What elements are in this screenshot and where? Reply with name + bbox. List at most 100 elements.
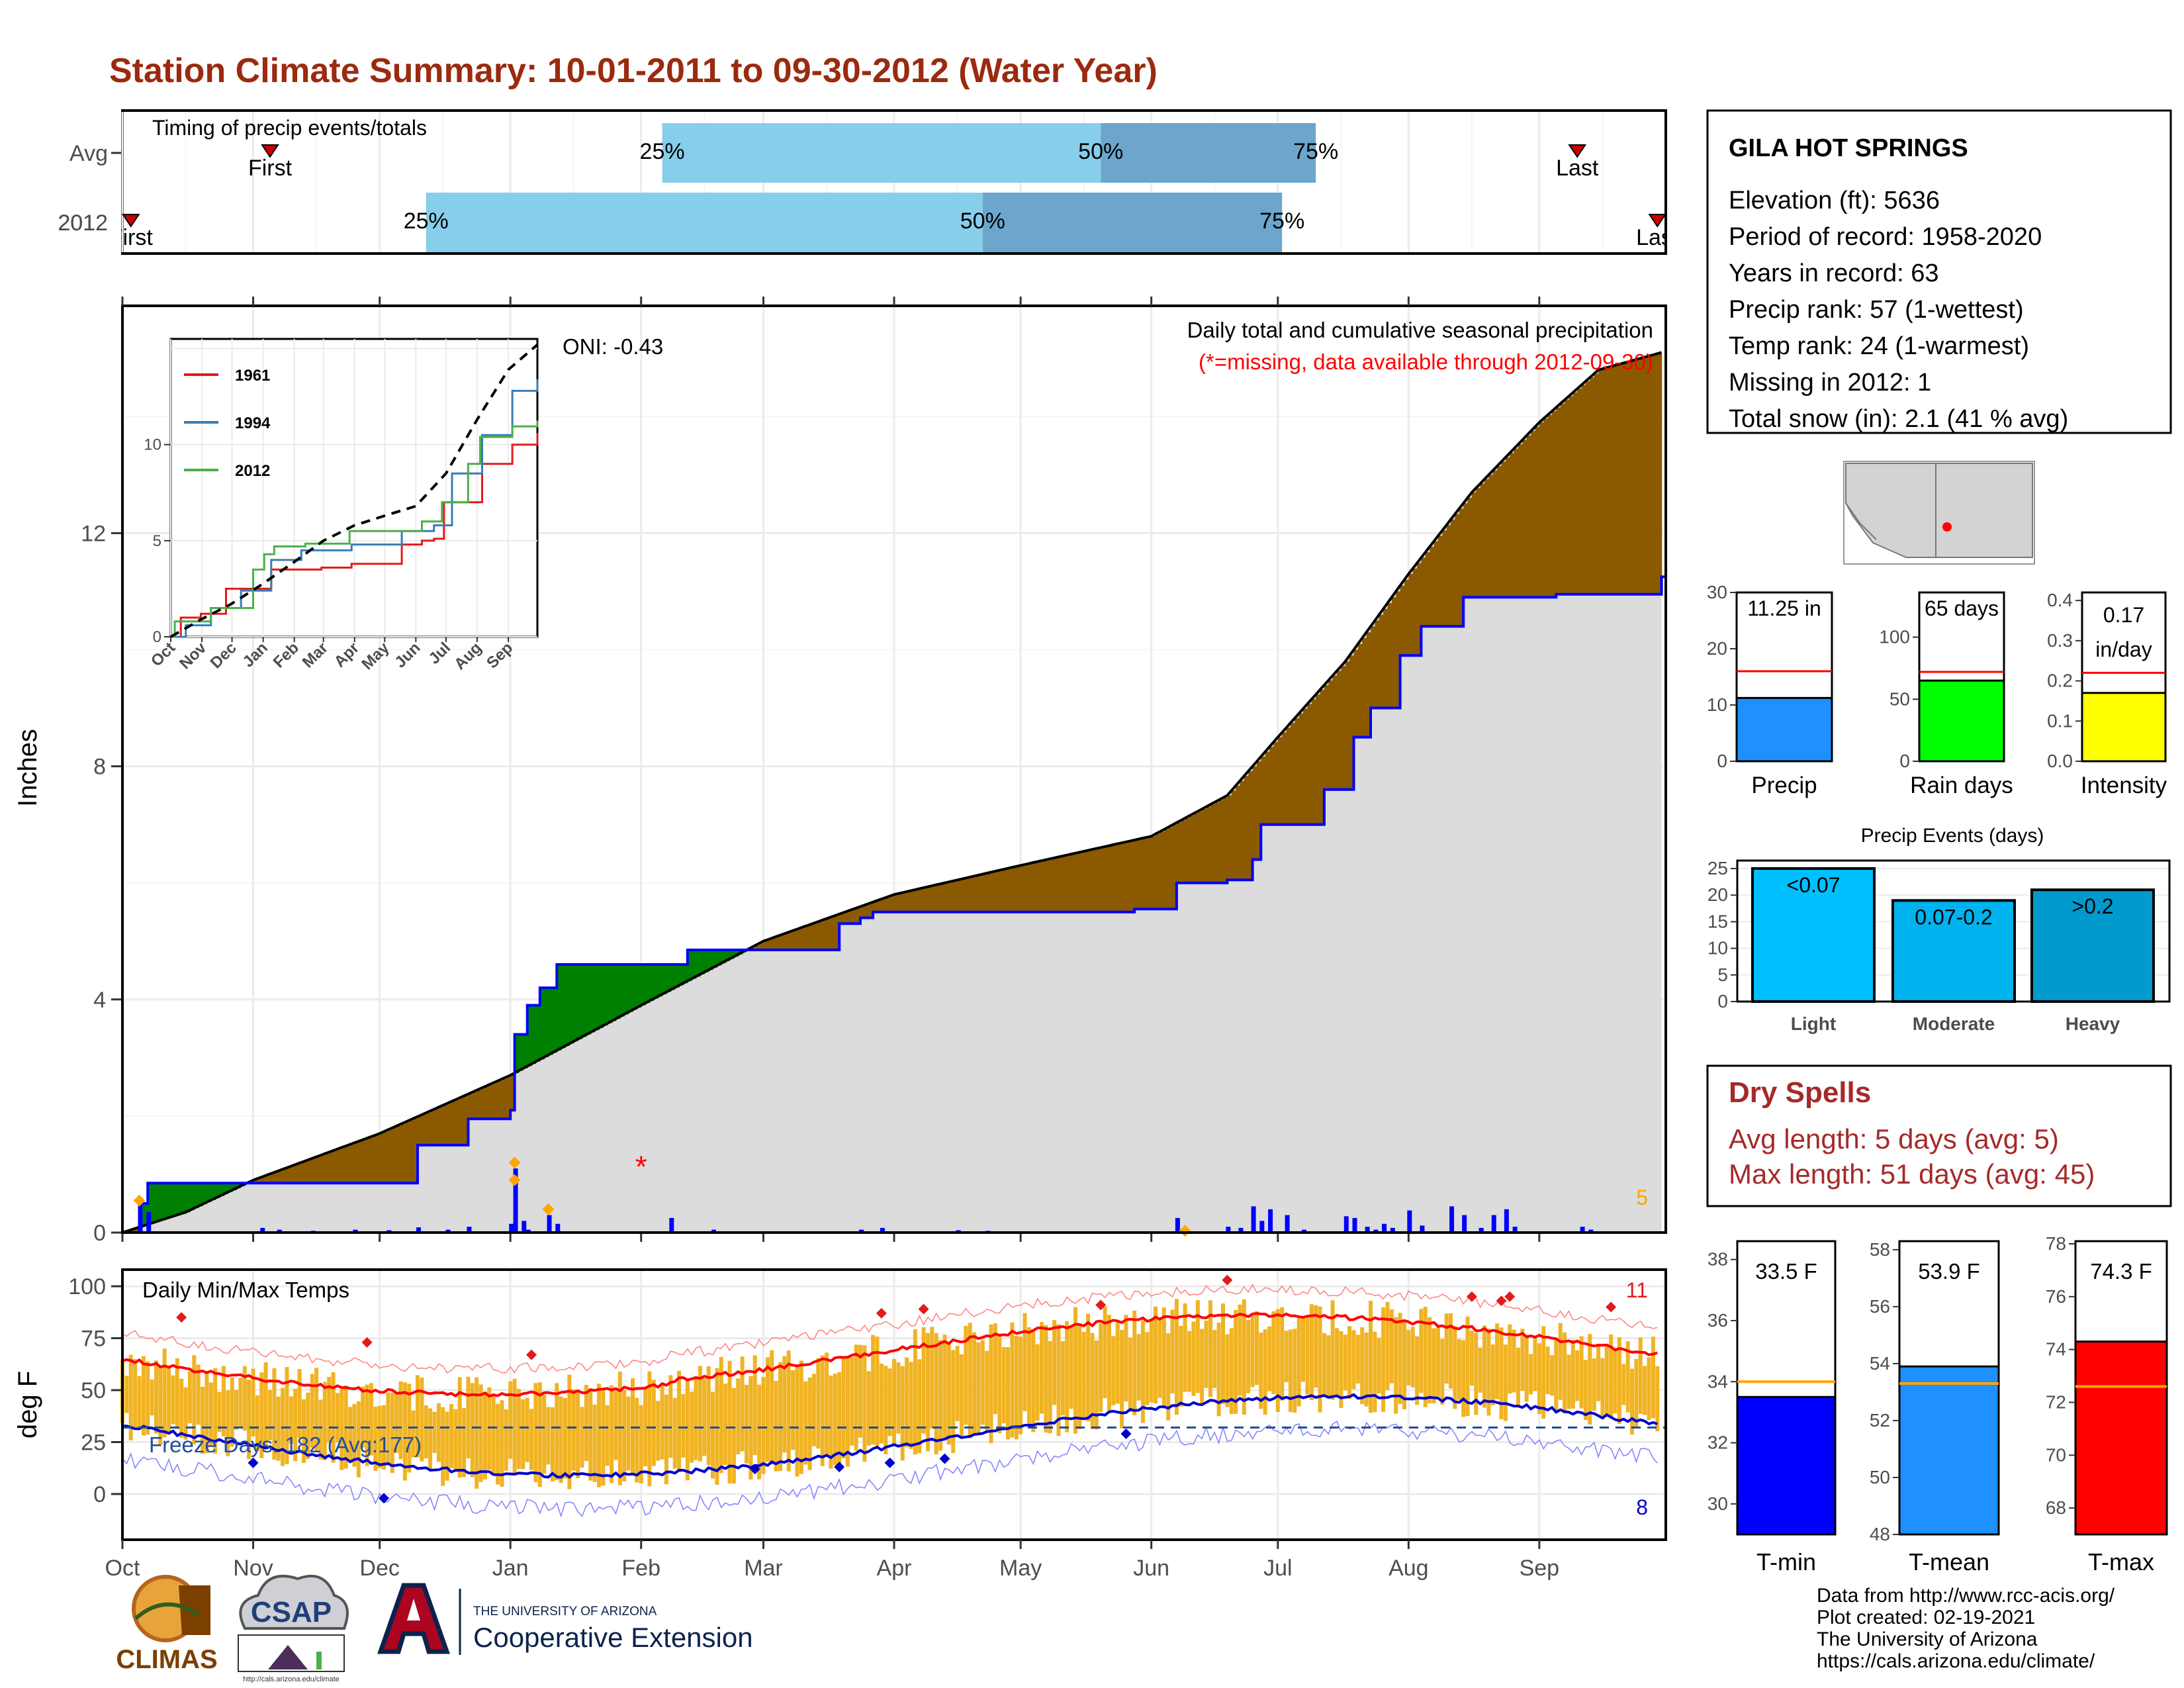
ua-block-a-inner: [407, 1599, 420, 1620]
precip-note-missing: (*=missing, data available through 2012-…: [1199, 350, 1653, 374]
extreme-count-label: 5: [1636, 1186, 1648, 1209]
temp-bar-value: [1736, 1395, 1837, 1536]
station-frame: [1706, 109, 2172, 434]
events-ytick-label: 10: [1707, 938, 1728, 959]
mini-bar-value: [1735, 696, 1833, 763]
events-ytick-label: 15: [1707, 911, 1728, 931]
pct-label-50: 50%: [1078, 139, 1123, 164]
daily-precip-bar: [1382, 1223, 1387, 1233]
precip-ytick-label: 12: [81, 521, 106, 546]
temp-bar-ytick-label: 58: [1870, 1239, 1890, 1260]
temp-ytick-label: 25: [81, 1430, 106, 1455]
temp-bar-charts: 30 32 34 36 38 33.5 F T-min 48 50 52 54 56 58 53.9 F T…: [1707, 1233, 2168, 1575]
mini-bar-ytick-label: 0.4: [2047, 590, 2073, 610]
dry-spells-avg: Avg length: 5 days (avg: 5): [1729, 1123, 2059, 1154]
daily-precip-bar: [711, 1229, 717, 1233]
ua-small-text: THE UNIVERSITY OF ARIZONA: [473, 1605, 657, 1618]
temp-bar-ytick-label: 54: [1870, 1353, 1890, 1374]
inset-legend-label: 1961: [235, 367, 270, 385]
daily-precip-bar: [669, 1217, 674, 1233]
temp-ytick-label: 0: [93, 1482, 106, 1507]
event-bar-label: 0.07-0.2: [1915, 905, 1992, 929]
dry-spells-frame: [1706, 1064, 2172, 1207]
station-info-line: Period of record: 1958-2020: [1729, 223, 2042, 251]
ua-cooperative-extension: Cooperative Extension: [473, 1622, 753, 1653]
avg-cumulative-line: [122, 351, 1662, 1234]
csap-mountain-icon: [268, 1645, 308, 1669]
daily-precip-bar: [445, 1229, 451, 1233]
daily-precip-bar: [513, 1168, 518, 1233]
avg-tmax-line: [122, 1312, 1658, 1398]
daily-precip-bar: [1352, 1217, 1357, 1233]
record-low-marker: [939, 1453, 950, 1464]
precip-note-title: Daily total and cumulative seasonal prec…: [1187, 318, 1653, 342]
temp-bar-ytick-label: 76: [2046, 1286, 2066, 1307]
temp-bar-value-label: 74.3 F: [2090, 1259, 2152, 1284]
record-high-marker: [1504, 1291, 1516, 1302]
daily-precip-bar: [260, 1227, 265, 1233]
mini-bar-ytick-label: 0: [1717, 751, 1727, 771]
events-title: Precip Events (days): [1861, 825, 2044, 847]
month-label: Sep: [1520, 1556, 1560, 1581]
temp-bar-ytick-label: 30: [1707, 1493, 1728, 1514]
freeze-days-label: Freeze Days: 182 (Avg:177): [149, 1432, 422, 1457]
timing-row-label: 2012: [58, 211, 108, 236]
precip-events-chart: Precip Events (days) <0.07 Light 0.07-0.2 Mo…: [1707, 825, 2171, 1034]
first-event-marker: [121, 214, 140, 228]
record-high-marker: [1496, 1295, 1507, 1307]
record-low-marker: [1120, 1428, 1132, 1439]
pct-label-50: 50%: [960, 209, 1005, 234]
station-name: GILA HOT SPRINGS: [1729, 134, 1968, 162]
mini-bar-value: [1918, 679, 2005, 763]
first-event-marker: [261, 144, 279, 158]
inset-ytick-label: 10: [144, 436, 161, 454]
inset-ytick-label: 0: [153, 628, 161, 646]
mini-bar-ytick-label: 0.3: [2047, 630, 2073, 651]
record-low-marker: [749, 1464, 760, 1475]
station-info-line: Missing in 2012: 1: [1729, 369, 1931, 397]
mini-bar-name: Intensity: [2081, 773, 2167, 798]
record-low-marker: [379, 1493, 390, 1504]
csap-cloud-icon: [239, 1574, 349, 1630]
station-info-box: GILA HOT SPRINGS Elevation (ft): 5636 Peri…: [1706, 109, 2172, 434]
record-high-marker: [526, 1349, 537, 1360]
daily-precip-bar: [277, 1229, 282, 1233]
daily-precip-bar: [547, 1215, 552, 1233]
temp-panel-label: Daily Min/Max Temps: [142, 1278, 349, 1302]
csap-url-text: http://cals.arizona.edu/climate: [243, 1675, 340, 1683]
temp-bar-value-label: 33.5 F: [1755, 1259, 1817, 1284]
daily-precip-bar: [1259, 1221, 1265, 1233]
temp-bar-value: [1898, 1365, 2000, 1536]
month-label: Apr: [877, 1556, 912, 1581]
mini-bar-ytick-label: 0.1: [2047, 710, 2073, 731]
record-high-marker: [876, 1307, 887, 1319]
pct-label-75: 75%: [1259, 209, 1304, 234]
mini-bar-value-label: 0.17: [2103, 603, 2144, 627]
avg-cumulative-area: [122, 352, 1662, 1233]
last-event-marker: [1568, 144, 1587, 158]
daily-precip-bar: [1251, 1206, 1256, 1233]
first-label: First: [248, 156, 293, 181]
climas-logo-shape: [179, 1585, 210, 1635]
temp-bar-name: T-mean: [1909, 1548, 1989, 1575]
mini-bar-ytick-label: 0.0: [2047, 751, 2073, 771]
pct-label-25: 25%: [640, 139, 685, 164]
mini-bar-value-label: 65 days: [1925, 596, 1999, 620]
temp-bar-value: [2074, 1340, 2168, 1536]
timing-left-mask: [99, 199, 121, 258]
mini-bar-name: Rain days: [1910, 773, 2013, 798]
extreme-precip-marker: [508, 1156, 521, 1169]
location-map: [1843, 461, 2035, 565]
dry-spells-max: Max length: 51 days (avg: 45): [1729, 1158, 2095, 1190]
daily-precip-bar: [1588, 1229, 1594, 1233]
daily-precip-bar: [1302, 1229, 1307, 1233]
footer-line: The University of Arizona: [1817, 1628, 2038, 1650]
oni-label: ONI: -0.43: [563, 334, 663, 359]
mini-bar-ytick-label: 30: [1707, 582, 1727, 602]
temp-bar-ytick-label: 34: [1707, 1371, 1728, 1391]
record-high-marker: [1222, 1274, 1233, 1286]
daily-precip-bar: [467, 1227, 472, 1233]
csap-cactus-icon: [316, 1652, 322, 1669]
record-high-marker: [1095, 1299, 1107, 1311]
station-info-line: Years in record: 63: [1729, 259, 1939, 287]
